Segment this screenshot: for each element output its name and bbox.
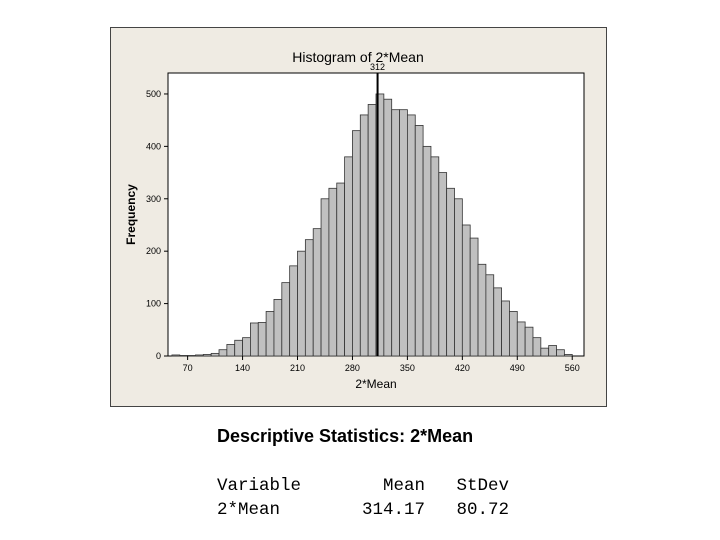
histogram-bar [281, 282, 291, 357]
value-stdev: 80.72 [456, 500, 509, 520]
bars-group [171, 93, 573, 357]
histogram-svg: Histogram of 2*Mean 0 100 200 300 400 500 70 1… [124, 49, 585, 391]
histogram-bar [430, 156, 440, 357]
histogram-bar [226, 344, 236, 357]
y-tick-label: 500 [146, 89, 161, 99]
x-axis-ticks: 70 140 210 280 350 420 490 560 [183, 356, 580, 373]
histogram-bar [257, 322, 267, 357]
histogram-bar [485, 274, 495, 357]
histogram-bar [289, 265, 298, 357]
histogram-bar [516, 321, 526, 357]
stats-title: Descriptive Statistics: 2*Mean [217, 426, 474, 446]
histogram-bar [195, 354, 204, 357]
histogram-bar [336, 182, 346, 357]
header-stdev: StDev [456, 476, 509, 496]
stats-table: Variable Mean StDev 2*Mean 314.17 80.72 [217, 474, 509, 522]
histogram-bar [524, 326, 534, 357]
y-tick-label: 100 [146, 299, 161, 309]
histogram-bar [493, 287, 502, 357]
y-tick-label: 0 [156, 351, 161, 361]
x-tick-label: 140 [235, 363, 250, 373]
histogram-bar [250, 322, 259, 357]
histogram-bar [477, 263, 487, 357]
y-axis-label: Frequency [124, 184, 138, 245]
histogram-bar [509, 311, 518, 357]
histogram-bar [446, 187, 455, 357]
histogram-bar [406, 114, 416, 357]
histogram-bar [312, 228, 322, 357]
histogram-bar [171, 354, 181, 357]
histogram-bar [454, 198, 463, 357]
histogram-bar [548, 345, 557, 357]
x-tick-label: 280 [345, 363, 360, 373]
histogram-bar [179, 355, 189, 357]
histogram-bar [273, 298, 283, 357]
histogram-bar [344, 156, 353, 357]
histogram-bar [242, 337, 251, 357]
histogram-bar [218, 349, 228, 357]
histogram-bar [352, 130, 361, 357]
x-axis-label: 2*Mean [355, 377, 396, 391]
histogram-chart: Histogram of 2*Mean 0 100 200 300 400 500 70 1… [110, 27, 607, 407]
y-axis-ticks: 0 100 200 300 400 500 [146, 89, 168, 361]
stats-data-row: 2*Mean 314.17 80.72 [217, 498, 509, 522]
histogram-bar [265, 311, 275, 357]
y-tick-label: 300 [146, 194, 161, 204]
header-mean: Mean [382, 476, 425, 496]
x-tick-label: 210 [290, 363, 305, 373]
x-tick-label: 70 [183, 363, 193, 373]
value-mean: 314.17 [361, 500, 425, 520]
histogram-bar [399, 109, 408, 357]
y-tick-label: 200 [146, 246, 161, 256]
histogram-bar [540, 347, 550, 357]
histogram-bar [438, 172, 448, 357]
histogram-bar [297, 250, 306, 357]
x-tick-label: 420 [455, 363, 470, 373]
histogram-bar [202, 354, 212, 357]
histogram-bar [210, 352, 220, 357]
x-tick-label: 490 [510, 363, 525, 373]
x-tick-label: 560 [565, 363, 580, 373]
x-tick-label: 350 [400, 363, 415, 373]
histogram-bar [359, 114, 369, 357]
histogram-bar [532, 337, 542, 357]
histogram-bar [304, 239, 314, 357]
histogram-bar [501, 300, 510, 357]
histogram-bar [383, 98, 393, 357]
value-variable: 2*Mean [217, 500, 281, 520]
histogram-bar [556, 349, 565, 357]
y-tick-label: 400 [146, 141, 161, 151]
histogram-bar [391, 109, 400, 357]
histogram-bar [461, 224, 471, 357]
histogram-bar [414, 125, 424, 357]
histogram-bar [469, 237, 479, 357]
histogram-bar [422, 145, 432, 357]
histogram-bar [367, 104, 377, 357]
histogram-bar [187, 355, 196, 357]
histogram-bar [320, 198, 330, 357]
histogram-bar [328, 187, 338, 357]
header-variable: Variable [217, 476, 302, 496]
stats-header-row: Variable Mean StDev [217, 474, 509, 498]
histogram-bar [234, 339, 243, 357]
histogram-bar [563, 354, 573, 357]
reference-line-label: 312 [370, 62, 385, 72]
chart-title: Histogram of 2*Mean [292, 49, 424, 65]
